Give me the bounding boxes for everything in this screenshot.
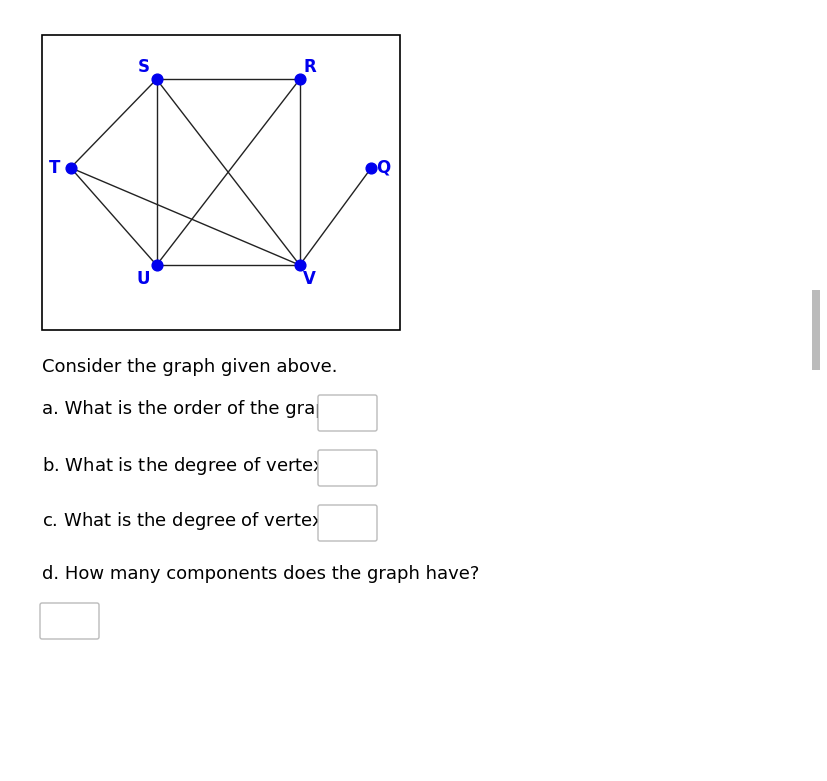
Text: d. How many components does the graph have?: d. How many components does the graph ha…	[42, 565, 479, 583]
Text: R: R	[303, 59, 316, 77]
FancyBboxPatch shape	[318, 395, 376, 431]
Text: Q: Q	[375, 159, 390, 177]
Text: V: V	[303, 270, 316, 288]
FancyBboxPatch shape	[40, 603, 99, 639]
FancyBboxPatch shape	[318, 505, 376, 541]
Point	[365, 162, 378, 174]
Bar	[811, 290, 819, 370]
FancyBboxPatch shape	[318, 450, 376, 486]
Point	[293, 73, 306, 85]
Text: S: S	[137, 59, 150, 77]
Text: Consider the graph given above.: Consider the graph given above.	[42, 358, 337, 376]
Point	[150, 73, 163, 85]
Point	[64, 162, 77, 174]
Text: T: T	[49, 159, 60, 177]
Bar	[42, 35, 399, 330]
Text: U: U	[136, 270, 151, 288]
Text: a. What is the order of the graph?: a. What is the order of the graph?	[42, 400, 347, 418]
Text: c. What is the degree of vertex $S$?: c. What is the degree of vertex $S$?	[42, 510, 349, 532]
Point	[150, 259, 163, 271]
Point	[293, 259, 306, 271]
Text: b. What is the degree of vertex $U$?: b. What is the degree of vertex $U$?	[42, 455, 352, 477]
